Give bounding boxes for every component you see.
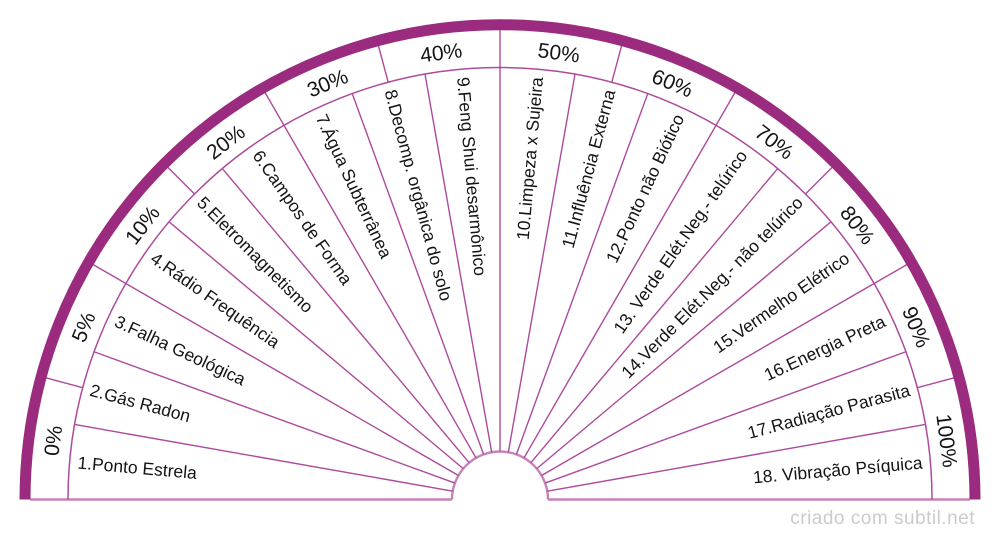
scale-divider [167, 166, 196, 195]
percent-label-50: 50% [536, 39, 581, 67]
sector-divider [74, 423, 453, 492]
percent-label-40: 40% [419, 39, 464, 67]
scale-divider [377, 45, 389, 83]
scale-divider [92, 263, 127, 285]
sector-divider [351, 93, 485, 455]
sector-label-1: 1.Ponto Estrela [77, 453, 198, 483]
sector-divider [547, 423, 926, 492]
sector-divider [93, 351, 456, 484]
sector-label-10: 10.Limpeza x Sujeira [513, 76, 547, 241]
sector-divider [515, 93, 649, 455]
sector-divider [536, 221, 832, 470]
sector-label-17: 17.Radiação Parasita [745, 380, 912, 443]
scale-divider [804, 166, 833, 195]
sector-divider [168, 221, 464, 470]
sector-label-2: 2.Gás Radon [88, 380, 193, 426]
scale-divider [45, 377, 83, 389]
sector-divider [530, 168, 779, 464]
percent-label-5: 5% [68, 309, 101, 346]
sector-label-8: 8.Decomp. orgânica do solo [381, 87, 457, 303]
sector-divider [507, 73, 576, 453]
percent-label-100: 100% [931, 413, 961, 469]
scale-divider [917, 377, 955, 389]
scale-divider [611, 45, 623, 83]
sector-divider [125, 282, 459, 477]
scale-divider [873, 263, 908, 285]
sector-divider [523, 125, 717, 459]
hub-arc [450, 450, 550, 500]
sector-label-16: 16.Energia Preta [761, 311, 889, 385]
sector-label-9: 9.Feng Shui desarmônico [453, 76, 490, 276]
sector-label-11: 11.Influência Externa [558, 87, 620, 250]
scale-divider [264, 92, 285, 126]
scale-divider [715, 92, 736, 126]
sector-label-18: 18. Vibração Psíquica [752, 453, 923, 488]
percent-label-0: 0% [40, 424, 67, 457]
sector-divider [221, 168, 470, 464]
sector-divider [283, 125, 477, 459]
sector-divider [541, 282, 875, 477]
sector-divider [424, 73, 493, 453]
credit-watermark: criado com subtil.net [790, 508, 975, 529]
sector-divider [544, 351, 907, 484]
sector-label-3: 3.Falha Geológica [111, 311, 248, 389]
outer-band-arc [19, 19, 981, 500]
